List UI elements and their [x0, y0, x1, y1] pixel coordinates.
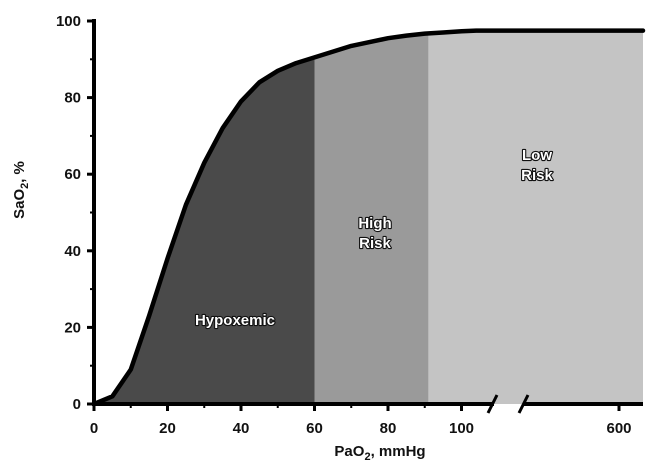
- x-tick-label: 60: [306, 420, 323, 437]
- y-tick-label: 40: [64, 243, 81, 260]
- y-tick-label: 60: [64, 166, 81, 183]
- axis-break-mark: [517, 394, 530, 414]
- region-label-line: Low: [522, 147, 552, 164]
- region-1: [314, 33, 429, 404]
- x-tick-label: 100: [449, 420, 474, 437]
- region-label-line: High: [358, 215, 391, 232]
- axis-break-mark: [486, 394, 499, 414]
- x-axis-label: PaO2, mmHg: [334, 443, 425, 463]
- x-tick-label: 20: [159, 420, 176, 437]
- x-tick-label: 600: [606, 420, 631, 437]
- region-label-line: Hypoxemic: [195, 312, 275, 329]
- y-tick-label: 100: [56, 13, 81, 30]
- y-tick-label: 0: [73, 396, 81, 413]
- region-0: [94, 57, 315, 404]
- saturation-curve: [91, 28, 646, 407]
- x-tick-label: 0: [90, 420, 98, 437]
- region-labels: Hypoxemic High Risk Low Risk: [194, 146, 555, 330]
- region-label-line: Risk: [521, 167, 553, 184]
- y-axis-label: SaO2, %: [11, 161, 31, 219]
- y-tick-label: 80: [64, 90, 81, 107]
- x-tick-label: 80: [380, 420, 397, 437]
- tick-labels: 0 20 40 60 80 100 0 20 40 60 80 100 600: [56, 13, 632, 437]
- x-tick-label: 40: [233, 420, 250, 437]
- axes: [87, 19, 643, 414]
- region-label-2: Low Risk: [521, 147, 553, 184]
- region-label-line: Risk: [359, 235, 391, 252]
- region-label-0: Hypoxemic: [195, 312, 275, 329]
- region-label-1: High Risk: [358, 215, 391, 252]
- y-tick-label: 20: [64, 319, 81, 336]
- region-2: [428, 30, 643, 404]
